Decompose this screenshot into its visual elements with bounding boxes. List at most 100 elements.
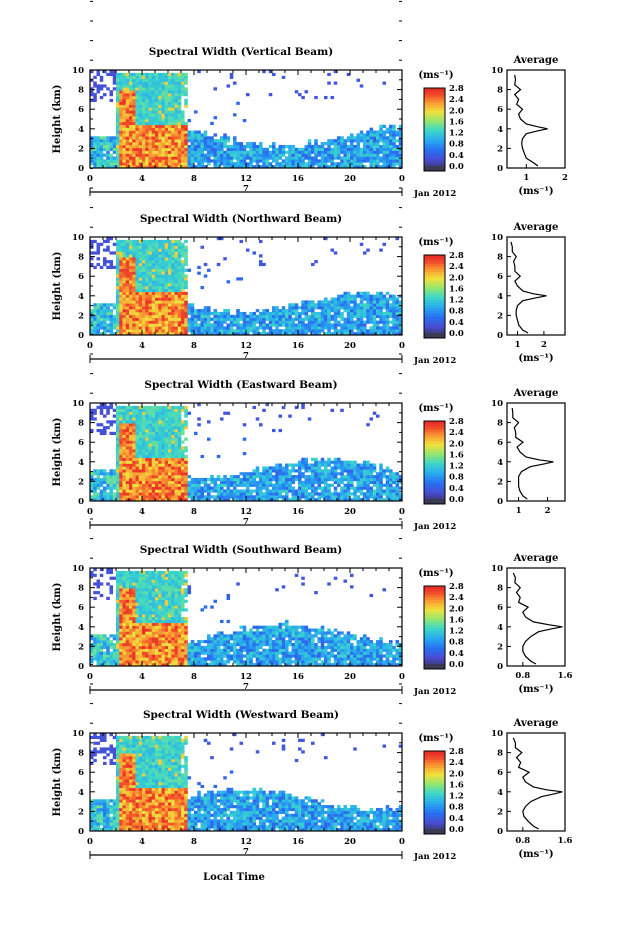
x-tick-label: 12 [240,174,252,184]
heatmap-cell [132,294,136,298]
heatmap-cell [122,323,127,327]
heatmap-cell [148,159,153,163]
heatmap-cell [168,93,172,97]
heatmap-cell [181,262,185,267]
heatmap-cell [203,486,208,490]
heatmap-cell [135,280,140,284]
heatmap-cell [132,477,136,482]
heatmap-cell [184,124,188,128]
heatmap-cell [103,414,107,418]
heatmap-cell [93,159,97,163]
heatmap-cell [135,107,140,111]
heatmap-cell [116,434,120,438]
heatmap-cell [190,495,195,499]
heatmap-cell [382,130,387,134]
heatmap-cell [138,144,143,149]
heatmap-cell [330,248,335,252]
heatmap-cell [229,159,234,163]
heatmap-cell [174,274,179,278]
heatmap-cell [135,332,140,336]
heatmap-cell [103,492,107,496]
heatmap-cell [317,153,322,157]
heatmap-cell [317,472,322,476]
heatmap-cell [138,428,143,433]
heatmap-cell [171,495,175,499]
heatmap-cell [103,93,107,97]
colorbar-swatch [424,277,445,281]
heatmap-cell [116,283,120,287]
heatmap-cell [330,297,335,301]
heatmap-cell [285,165,289,169]
heatmap-cell [385,144,390,149]
heatmap-cell [184,274,188,278]
heatmap-cell [291,162,296,166]
heatmap-cell [135,248,140,252]
heatmap-cell [343,486,348,490]
heatmap-cell [327,332,331,336]
heatmap-cell [184,486,188,490]
heatmap-cell [392,329,396,333]
heatmap-cell [197,271,201,275]
heatmap-cell [142,262,146,267]
heatmap-cell [184,159,188,163]
heatmap-cell [168,107,172,111]
heatmap-cell [155,423,159,427]
heatmap-cell [116,136,120,140]
heatmap-cell [359,317,364,321]
heatmap-cell [181,90,185,94]
heatmap-cell [116,446,120,450]
heatmap-cell [385,320,390,324]
heatmap-cell [356,332,361,336]
heatmap-cell [119,286,123,290]
heatmap-cell [142,260,146,264]
heatmap-cell [311,144,315,149]
heatmap-cell [298,150,302,154]
heatmap-cell [109,90,114,94]
x-tick-label: 12 [240,341,252,351]
heatmap-cell [171,443,175,447]
heatmap-cell [207,156,211,160]
heatmap-cell [324,309,328,313]
heatmap-cell [291,332,296,336]
heatmap-cell [145,320,149,324]
heatmap-cell [90,311,94,316]
heatmap-cell [197,133,201,137]
heatmap-cell [122,90,127,94]
heatmap-cell [372,483,377,487]
heatmap-cell [246,477,250,482]
heatmap-cell [337,142,341,146]
heatmap-cell [168,437,172,441]
heatmap-cell [177,466,182,470]
heatmap-cell [327,472,331,476]
heatmap-cell [174,110,179,114]
heatmap-cell [142,142,146,146]
heatmap-cell [330,303,335,307]
heatmap-cell [213,159,218,163]
heatmap-cell [158,452,162,456]
heatmap-cell [135,454,140,459]
heatmap-cell [122,265,127,269]
heatmap-cell [161,423,166,427]
heatmap-cell [116,323,120,327]
heatmap-cell [301,332,305,336]
heatmap-cell [395,495,400,499]
heatmap-cell [395,156,400,160]
heatmap-cell [184,127,188,131]
heatmap-cell [350,320,354,324]
heatmap-cell [145,257,149,261]
heatmap-cell [138,431,143,435]
heatmap-cell [184,492,188,496]
heatmap-cell [301,147,305,151]
heatmap-cell [304,314,309,318]
heatmap-cell [194,431,198,435]
heatmap-cell [119,78,123,82]
heatmap-cell [249,156,253,160]
heatmap-cell [174,107,179,111]
heatmap-cell [151,274,156,278]
heatmap-cell [119,291,123,295]
heatmap-cell [340,306,344,310]
heatmap-cell [109,251,114,255]
heatmap-cell [151,489,156,493]
heatmap-cell [307,144,312,149]
heatmap-cell [385,480,390,484]
